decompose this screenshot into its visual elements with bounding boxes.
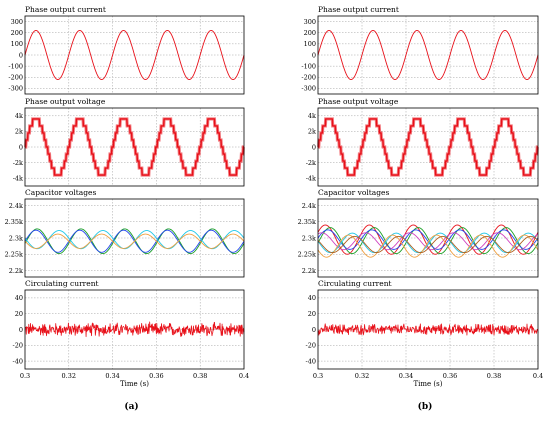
y-tick-label: 4k: [308, 112, 316, 120]
series-band-red: [24, 117, 245, 177]
y-tick-label: 2.3k: [302, 234, 316, 242]
x-tick-label: 0.34: [399, 372, 413, 380]
series-line-orange: [24, 233, 245, 249]
plot-frame: [317, 198, 539, 278]
y-tick-label: 2.2k: [302, 267, 316, 275]
y-tick-label: -100: [301, 62, 316, 70]
y-tick-label: 0: [19, 143, 23, 151]
y-tick-label: 200: [304, 29, 316, 37]
chart-title: Phase output current: [318, 5, 399, 14]
y-tick-label: 2k: [15, 128, 23, 136]
y-tick-label: 2.4k: [9, 202, 23, 210]
y-tick-label: -200: [301, 74, 316, 82]
x-tick-label: 0.36: [149, 372, 163, 380]
y-tick-label: 2.25k: [298, 251, 316, 259]
chart-title: Circulating current: [318, 279, 392, 288]
x-tick-label: 0.38: [193, 372, 207, 380]
chart-title: Phase output current: [25, 5, 106, 14]
chart-title: Capacitor voltages: [318, 188, 389, 197]
y-tick-label: -40: [13, 357, 23, 365]
series-line-red: [24, 321, 245, 338]
y-tick-label: 100: [304, 40, 316, 48]
series-line-blue: [317, 229, 539, 250]
plot-frame: [24, 289, 245, 370]
y-tick-label: 2.25k: [5, 251, 23, 259]
y-tick-label: 300: [11, 18, 23, 26]
series-line-red: [317, 323, 539, 336]
y-tick-label: 0: [19, 51, 23, 59]
y-tick-label: 2.35k: [298, 218, 316, 226]
plot-frame: [24, 107, 245, 187]
series-line-brown: [317, 235, 539, 254]
y-tick-label: -20: [13, 342, 23, 350]
y-tick-label: 0: [312, 51, 316, 59]
plot-frame: [24, 15, 245, 95]
y-tick-label: -2k: [13, 159, 23, 167]
x-axis-label: Time (s): [414, 380, 443, 388]
y-tick-label: -4k: [306, 175, 316, 183]
series-line-orange: [317, 234, 539, 258]
x-tick-label: 0.38: [487, 372, 501, 380]
y-tick-label: -300: [301, 85, 316, 93]
panel-label: (b): [418, 401, 433, 412]
y-tick-label: 40: [15, 294, 23, 302]
x-axis-label: Time (s): [120, 380, 149, 388]
x-tick-label: 0.36: [443, 372, 457, 380]
y-tick-label: -2k: [306, 159, 316, 167]
y-tick-label: 200: [11, 29, 23, 37]
y-tick-label: 0: [19, 326, 23, 334]
y-tick-label: -300: [8, 85, 23, 93]
y-tick-label: 0: [312, 326, 316, 334]
chart-title: Circulating current: [25, 279, 99, 288]
y-tick-label: -200: [8, 74, 23, 82]
y-tick-label: 2.35k: [5, 218, 23, 226]
x-tick-label: 0.32: [62, 372, 76, 380]
y-tick-label: -100: [8, 62, 23, 70]
y-tick-label: 2.3k: [9, 234, 23, 242]
y-tick-label: 300: [304, 18, 316, 26]
plot-frame: [317, 289, 539, 370]
series-line-red: [24, 30, 245, 80]
plot-frame: [317, 15, 539, 95]
y-tick-label: -4k: [13, 175, 23, 183]
plot-frame: [24, 198, 245, 278]
y-tick-label: 0: [312, 143, 316, 151]
y-tick-label: 2.4k: [302, 202, 316, 210]
y-tick-label: 2k: [308, 128, 316, 136]
plot-frame: [317, 107, 539, 187]
y-tick-label: -20: [306, 342, 316, 350]
x-tick-label: 0.3: [20, 372, 30, 380]
x-tick-label: 0.4: [239, 372, 249, 380]
series-line-red: [317, 30, 539, 80]
y-tick-label: 20: [308, 310, 316, 318]
x-tick-label: 0.3: [313, 372, 323, 380]
series-line-red: [317, 224, 539, 255]
y-tick-label: 20: [15, 310, 23, 318]
x-tick-label: 0.32: [355, 372, 369, 380]
panel-label: (a): [124, 401, 138, 412]
y-tick-label: 100: [11, 40, 23, 48]
series-band-red: [317, 117, 539, 177]
x-tick-label: 0.4: [533, 372, 543, 380]
chart-title: Capacitor voltages: [25, 188, 96, 197]
y-tick-label: -40: [306, 357, 316, 365]
series-line-cyan: [317, 232, 539, 254]
y-tick-label: 4k: [15, 112, 23, 120]
chart-title: Phase output voltage: [25, 97, 106, 106]
chart-title: Phase output voltage: [318, 97, 399, 106]
y-tick-label: 40: [308, 294, 316, 302]
x-tick-label: 0.34: [105, 372, 119, 380]
y-tick-label: 2.2k: [9, 267, 23, 275]
